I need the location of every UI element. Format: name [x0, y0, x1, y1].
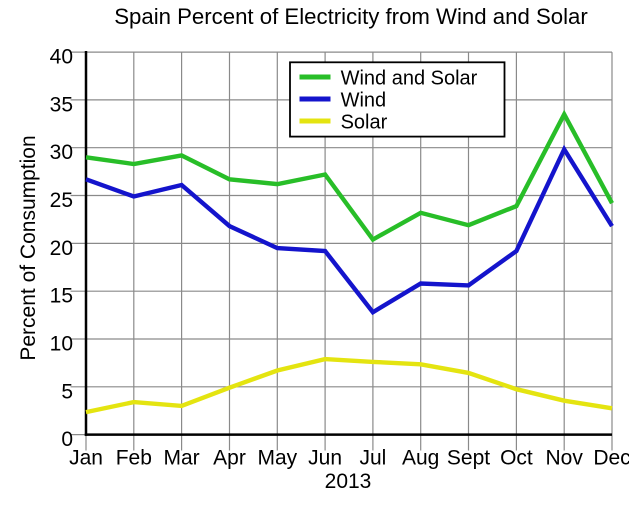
svg-text:Wind: Wind — [341, 89, 387, 111]
svg-text:10: 10 — [50, 333, 73, 356]
svg-text:25: 25 — [50, 189, 73, 212]
svg-text:Aug: Aug — [402, 447, 439, 470]
svg-text:20: 20 — [50, 237, 73, 260]
svg-text:Jun: Jun — [308, 447, 342, 470]
svg-text:Spain Percent of Electricity f: Spain Percent of Electricity from Wind a… — [114, 4, 588, 29]
svg-text:5: 5 — [61, 380, 73, 403]
svg-text:May: May — [257, 447, 297, 470]
svg-text:Percent of Consumption: Percent of Consumption — [17, 135, 40, 360]
svg-text:40: 40 — [50, 46, 73, 69]
svg-text:0: 0 — [61, 428, 73, 451]
svg-text:Jul: Jul — [359, 447, 386, 470]
svg-text:Feb: Feb — [116, 447, 152, 470]
svg-text:15: 15 — [50, 285, 73, 308]
svg-text:Oct: Oct — [500, 447, 533, 470]
svg-text:Apr: Apr — [213, 447, 246, 470]
svg-text:Jan: Jan — [69, 447, 103, 470]
svg-text:35: 35 — [50, 93, 73, 116]
svg-text:Nov: Nov — [546, 447, 584, 470]
svg-text:Sept: Sept — [447, 447, 490, 470]
svg-text:Dec: Dec — [593, 447, 629, 470]
svg-text:Mar: Mar — [164, 447, 200, 470]
svg-text:30: 30 — [50, 141, 73, 164]
svg-text:2013: 2013 — [325, 470, 372, 493]
svg-text:Solar: Solar — [341, 111, 388, 133]
svg-text:Wind and Solar: Wind and Solar — [341, 67, 478, 89]
